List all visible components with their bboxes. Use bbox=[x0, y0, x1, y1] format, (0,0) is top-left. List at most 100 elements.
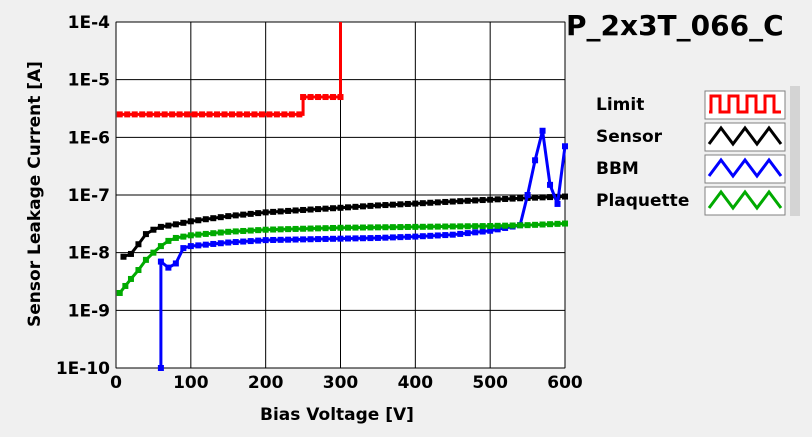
data-point bbox=[449, 231, 456, 238]
data-point bbox=[202, 216, 209, 223]
data-point bbox=[562, 220, 568, 227]
data-point bbox=[273, 111, 280, 118]
data-point bbox=[322, 235, 329, 242]
data-point bbox=[374, 202, 381, 209]
data-point bbox=[251, 111, 258, 118]
data-point bbox=[187, 232, 194, 239]
data-point bbox=[202, 230, 209, 237]
legend-label: Limit bbox=[596, 95, 644, 115]
data-point bbox=[131, 111, 138, 118]
data-point bbox=[270, 226, 277, 233]
data-point bbox=[165, 264, 172, 271]
series-sensor bbox=[120, 193, 568, 260]
data-point bbox=[315, 206, 322, 213]
data-point bbox=[120, 253, 127, 260]
data-point bbox=[449, 223, 456, 230]
data-point bbox=[135, 241, 142, 248]
data-point bbox=[277, 236, 284, 243]
data-point bbox=[285, 207, 292, 214]
data-point bbox=[472, 223, 479, 230]
x-tick-label: 500 bbox=[472, 373, 508, 393]
data-point bbox=[389, 234, 396, 241]
data-point bbox=[307, 225, 314, 232]
legend-swatch-line bbox=[707, 157, 783, 179]
y-tick-label: 1E-5 bbox=[68, 71, 110, 91]
data-point bbox=[382, 234, 389, 241]
data-point bbox=[539, 221, 546, 228]
data-point bbox=[502, 222, 509, 229]
data-point bbox=[255, 227, 262, 234]
legend-swatch-line bbox=[707, 189, 783, 211]
data-point bbox=[228, 111, 235, 118]
data-point bbox=[315, 236, 322, 243]
data-point bbox=[344, 204, 351, 211]
data-point bbox=[449, 198, 456, 205]
data-point bbox=[464, 230, 471, 237]
data-point bbox=[307, 236, 314, 243]
x-tick-label: 400 bbox=[398, 373, 434, 393]
data-point bbox=[270, 236, 277, 243]
data-point bbox=[202, 241, 209, 248]
series-markers-plaquette bbox=[116, 220, 568, 296]
y-tick-label: 1E-7 bbox=[68, 186, 110, 206]
data-point bbox=[427, 223, 434, 230]
data-point bbox=[217, 229, 224, 236]
data-point bbox=[262, 209, 269, 216]
data-point bbox=[464, 197, 471, 204]
data-point bbox=[172, 221, 179, 228]
data-point bbox=[262, 226, 269, 233]
data-point bbox=[187, 218, 194, 225]
data-point bbox=[157, 223, 164, 230]
data-point bbox=[532, 194, 539, 201]
data-point bbox=[322, 225, 329, 232]
data-point bbox=[389, 224, 396, 231]
y-tick-label: 1E-9 bbox=[68, 301, 110, 321]
data-point bbox=[187, 243, 194, 250]
legend-item-plaquette: Plaquette bbox=[596, 186, 786, 216]
data-point bbox=[509, 222, 516, 229]
data-point bbox=[157, 365, 164, 371]
data-point bbox=[154, 111, 161, 118]
data-point bbox=[419, 223, 426, 230]
data-point bbox=[150, 226, 157, 233]
data-point bbox=[180, 245, 187, 252]
series-markers-sensor bbox=[120, 193, 568, 260]
data-point bbox=[142, 231, 149, 238]
data-point bbox=[236, 111, 243, 118]
data-point bbox=[232, 239, 239, 246]
data-point bbox=[292, 225, 299, 232]
data-point bbox=[139, 111, 146, 118]
series-plaquette bbox=[116, 220, 568, 296]
data-point bbox=[367, 202, 374, 209]
data-point bbox=[344, 235, 351, 242]
data-point bbox=[243, 111, 250, 118]
data-point bbox=[195, 231, 202, 238]
data-point bbox=[562, 193, 568, 200]
data-point bbox=[419, 200, 426, 207]
data-point bbox=[214, 111, 221, 118]
data-point bbox=[225, 228, 232, 235]
data-point bbox=[352, 203, 359, 210]
data-point bbox=[547, 181, 554, 188]
legend-label: Sensor bbox=[596, 127, 663, 147]
legend-item-limit: Limit bbox=[596, 90, 786, 120]
data-point bbox=[487, 227, 494, 234]
data-point bbox=[161, 111, 168, 118]
data-point bbox=[337, 94, 344, 101]
data-point bbox=[464, 223, 471, 230]
data-point bbox=[337, 224, 344, 231]
data-point bbox=[172, 260, 179, 267]
data-point bbox=[442, 198, 449, 205]
data-point bbox=[116, 111, 123, 118]
data-point bbox=[315, 225, 322, 232]
data-point bbox=[479, 223, 486, 230]
x-tick-label: 300 bbox=[323, 373, 359, 393]
data-point bbox=[255, 210, 262, 217]
data-point bbox=[337, 235, 344, 242]
data-point bbox=[517, 222, 524, 229]
data-point bbox=[127, 275, 134, 282]
data-point bbox=[359, 203, 366, 210]
data-point bbox=[374, 234, 381, 241]
data-point bbox=[539, 127, 546, 134]
